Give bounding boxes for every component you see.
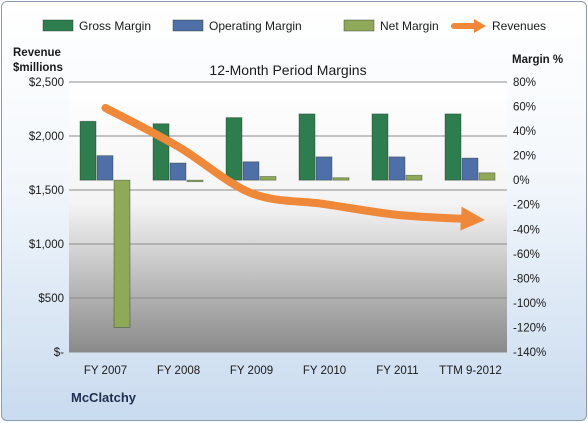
revenue-line bbox=[101, 103, 485, 231]
left-axis-tick-label: $2,000 bbox=[29, 131, 64, 143]
net-margin-bar-4 bbox=[332, 177, 350, 181]
legend-swatch-operating-margin bbox=[172, 19, 204, 32]
right-axis-tick-label: -120% bbox=[513, 322, 546, 334]
legend: Gross Margin Operating Margin Net Margin Re… bbox=[42, 19, 546, 33]
legend-label: Revenues bbox=[492, 19, 546, 33]
net-margin-bar-2 bbox=[186, 179, 204, 183]
legend-swatch-net-margin bbox=[343, 19, 375, 32]
category-label: FY 2010 bbox=[303, 365, 346, 377]
legend-label: Operating Margin bbox=[209, 19, 302, 33]
category-label: FY 2008 bbox=[157, 365, 200, 377]
operating-margin-bar-6 bbox=[461, 157, 479, 181]
operating-margin-bar-4 bbox=[315, 156, 333, 181]
category-label: FY 2009 bbox=[230, 365, 273, 377]
company-name: McClatchy bbox=[71, 390, 137, 405]
right-axis-tick-label: -80% bbox=[513, 273, 540, 285]
gross-margin-bar-4 bbox=[298, 113, 316, 181]
left-axis-tick-label: $500 bbox=[38, 293, 64, 305]
gross-margin-bar-1 bbox=[79, 120, 97, 181]
operating-margin-bar-2 bbox=[169, 162, 187, 181]
operating-margin-bar-3 bbox=[242, 161, 260, 181]
legend-label: Net Margin bbox=[380, 19, 439, 33]
bar-series bbox=[79, 113, 496, 328]
left-axis-title-line1: Revenue bbox=[13, 47, 61, 59]
right-axis-tick-label: 0% bbox=[513, 175, 530, 187]
legend-label: Gross Margin bbox=[79, 19, 151, 33]
operating-margin-bar-5 bbox=[388, 156, 406, 181]
right-axis-tick-label: 40% bbox=[513, 126, 536, 138]
right-axis-title: Margin % bbox=[512, 54, 563, 66]
right-axis-tick-label: -100% bbox=[513, 298, 546, 310]
legend-swatch-gross-margin bbox=[42, 19, 74, 32]
net-margin-bar-3 bbox=[259, 176, 277, 181]
chart-title: 12-Month Period Margins bbox=[209, 62, 366, 78]
net-margin-bar-1 bbox=[113, 179, 131, 328]
revenues-series-line bbox=[101, 103, 485, 231]
right-axis-tick-label: -20% bbox=[513, 200, 540, 212]
right-axis-tick-label: 80% bbox=[513, 77, 536, 89]
left-axis-tick-label: $1,000 bbox=[29, 239, 64, 251]
gross-margin-bar-3 bbox=[225, 117, 243, 181]
gross-margin-bar-5 bbox=[371, 113, 389, 181]
left-axis-tick-label: $- bbox=[54, 347, 64, 359]
axes: $- $500 $1,000 $1,500 $2,000 $2,500 80% 60% 40% 2… bbox=[29, 77, 546, 377]
operating-margin-bar-1 bbox=[96, 155, 114, 181]
right-axis-tick-label: 20% bbox=[513, 151, 536, 163]
left-axis-tick-label: $2,500 bbox=[29, 77, 64, 89]
category-label: FY 2011 bbox=[376, 365, 418, 377]
net-margin-bar-5 bbox=[405, 174, 423, 181]
left-axis-title-line2: $millions bbox=[13, 62, 63, 74]
legend-arrow-icon bbox=[474, 19, 486, 33]
net-margin-bar-6 bbox=[478, 172, 496, 181]
category-label: FY 2007 bbox=[84, 365, 127, 377]
category-label: TTM 9-2012 bbox=[439, 365, 502, 377]
gridlines bbox=[69, 81, 507, 353]
right-axis-tick-label: -60% bbox=[513, 249, 540, 261]
gross-margin-bar-6 bbox=[444, 113, 462, 181]
left-axis-tick-label: $1,500 bbox=[29, 185, 64, 197]
right-axis-tick-label: -140% bbox=[513, 347, 546, 359]
right-axis-tick-label: 60% bbox=[513, 102, 536, 114]
right-axis-tick-label: -40% bbox=[513, 224, 540, 236]
